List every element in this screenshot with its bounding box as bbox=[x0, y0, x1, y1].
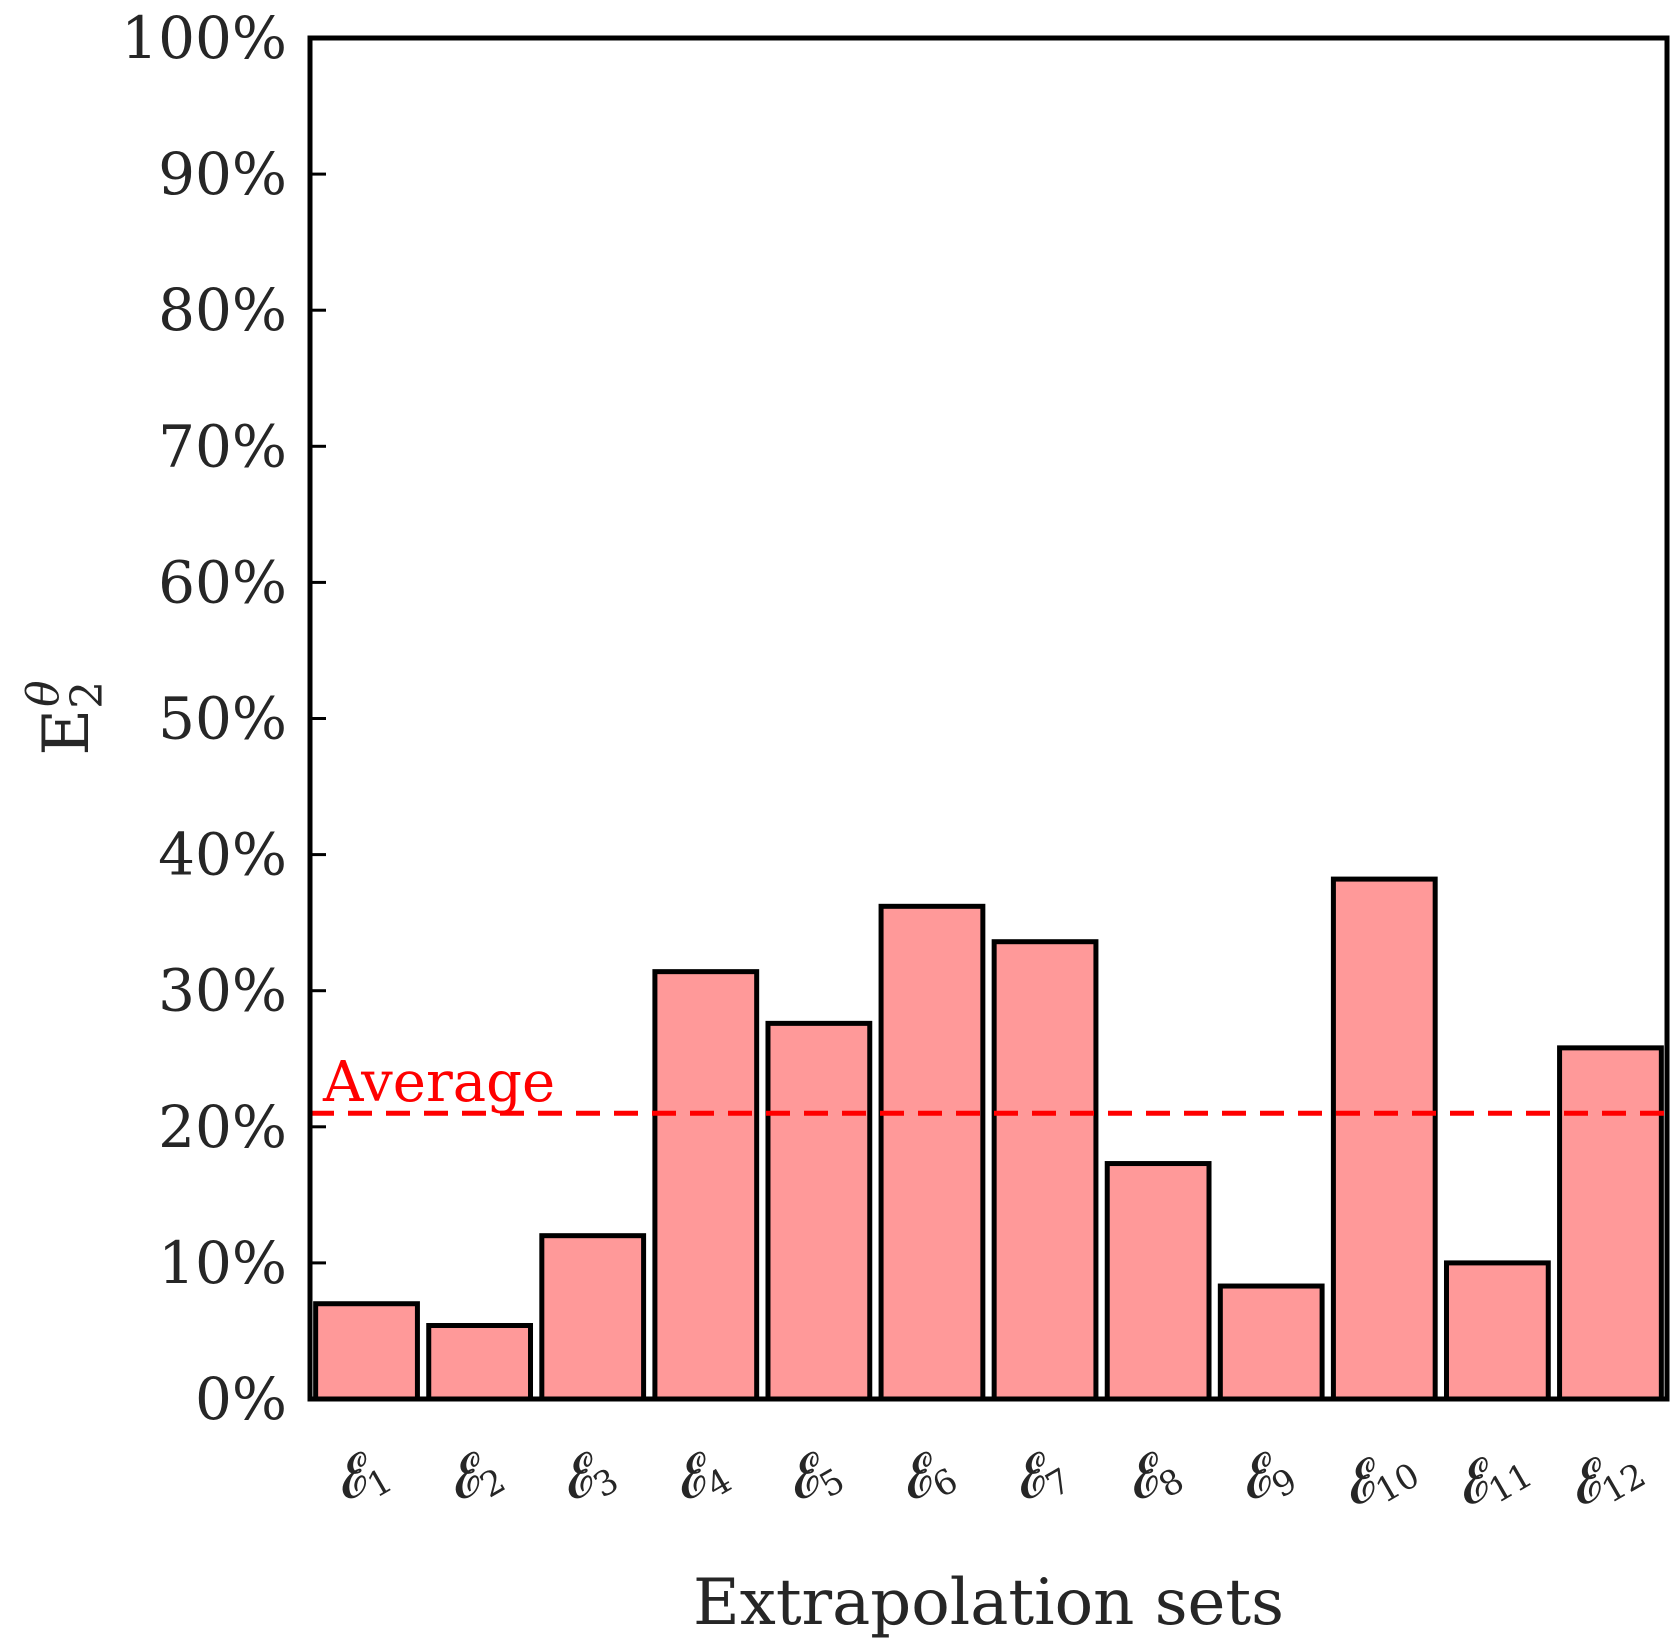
bar bbox=[313, 1301, 420, 1402]
y-tick-label: 70% bbox=[158, 412, 287, 480]
x-tick-label: 𝓔6 bbox=[886, 1436, 965, 1521]
y-tick-label: 10% bbox=[158, 1229, 287, 1297]
x-axis-title: Extrapolation sets bbox=[693, 1566, 1284, 1640]
average-label: Average bbox=[322, 1050, 555, 1115]
y-axis-title-superscript: θ bbox=[18, 680, 69, 707]
y-tick-label: 30% bbox=[158, 957, 287, 1025]
x-tick-label: 𝓔8 bbox=[1112, 1436, 1191, 1521]
y-tick-label: 0% bbox=[195, 1365, 287, 1433]
bar bbox=[765, 1020, 873, 1402]
y-axis-title-subscript: 2 bbox=[62, 681, 113, 709]
bar bbox=[1330, 876, 1438, 1402]
y-tick-label: 40% bbox=[158, 821, 287, 889]
bar bbox=[878, 903, 986, 1402]
x-axis-tick-labels: 𝓔1 𝓔2 𝓔3 𝓔4 𝓔5 𝓔6 𝓔7 𝓔8 𝓔9 𝓔10 𝓔11 𝓔12 bbox=[321, 1431, 1653, 1526]
y-tick-label: 60% bbox=[158, 548, 287, 616]
bar bbox=[539, 1233, 647, 1402]
bar bbox=[652, 969, 760, 1402]
bar bbox=[1443, 1260, 1551, 1402]
svg-text:E2θ: E2θ bbox=[18, 680, 113, 755]
average-indicator: Average bbox=[310, 1050, 1667, 1116]
y-axis-title: E2θ bbox=[18, 680, 113, 755]
x-tick-label: 𝓔10 bbox=[1329, 1431, 1426, 1526]
y-tick-label: 20% bbox=[158, 1093, 287, 1161]
bar bbox=[991, 939, 1099, 1402]
bar-series bbox=[313, 876, 1664, 1402]
x-tick-label: 𝓔12 bbox=[1555, 1431, 1652, 1526]
bar bbox=[1557, 1045, 1664, 1402]
y-tick-label: 50% bbox=[158, 685, 287, 753]
y-tick-label: 100% bbox=[121, 4, 287, 72]
y-tick-label: 90% bbox=[158, 140, 287, 208]
bar bbox=[426, 1323, 534, 1402]
x-tick-label: 𝓔7 bbox=[999, 1436, 1078, 1521]
y-tick-label: 80% bbox=[158, 276, 287, 344]
y-axis-title-main: E bbox=[30, 709, 104, 756]
x-tick-label: 𝓔2 bbox=[434, 1436, 513, 1521]
bar bbox=[1217, 1283, 1325, 1402]
x-tick-label: 𝓔11 bbox=[1442, 1431, 1539, 1526]
x-tick-label: 𝓔4 bbox=[660, 1436, 739, 1521]
x-tick-label: 𝓔9 bbox=[1225, 1436, 1304, 1521]
x-tick-label: 𝓔3 bbox=[547, 1436, 626, 1521]
x-tick-label: 𝓔1 bbox=[321, 1436, 400, 1521]
y-axis-ticks: 0% 10% 20% 30% 40% 50% 60% 70% 80% 90% 100% bbox=[121, 4, 326, 1433]
bar bbox=[1104, 1161, 1212, 1402]
x-tick-label: 𝓔5 bbox=[773, 1436, 852, 1521]
plot-frame bbox=[307, 35, 1670, 1402]
